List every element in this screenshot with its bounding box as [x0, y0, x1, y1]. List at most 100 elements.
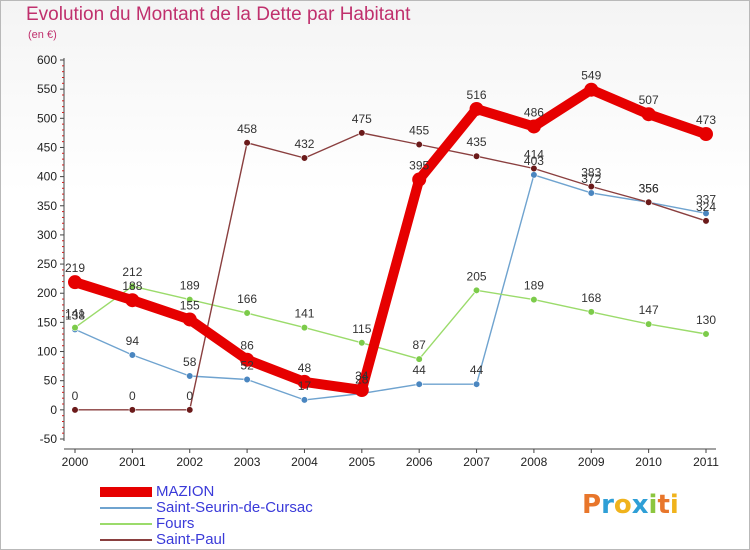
- data-label-fours: 87: [413, 338, 427, 352]
- proxiti-logo: Proxiti: [582, 490, 679, 520]
- data-label-saint-seurin-de-cursac: 28: [355, 373, 369, 387]
- data-label-saint-seurin-de-cursac: 44: [413, 363, 427, 377]
- series-line-saint-paul: [74, 132, 707, 411]
- data-label-fours: 141: [294, 307, 314, 321]
- legend-label-saint-paul: Saint-Paul: [156, 531, 226, 548]
- data-label-mazion: 516: [467, 88, 487, 102]
- data-point-fours: [186, 296, 194, 304]
- x-tick-label: 2003: [234, 455, 261, 469]
- series-points: [68, 82, 713, 414]
- data-label-mazion: 473: [696, 113, 716, 127]
- data-point-saint-paul: [358, 129, 366, 137]
- y-tick-label: 350: [37, 199, 57, 213]
- chart-title: Evolution du Montant de la Dette par Hab…: [26, 4, 411, 25]
- data-label-saint-seurin-de-cursac: 403: [524, 154, 544, 168]
- data-point-saint-seurin-de-cursac: [702, 209, 710, 217]
- y-tick-label: 500: [37, 111, 57, 125]
- series-lines: [70, 84, 711, 411]
- y-tick-label: 200: [37, 286, 57, 300]
- x-tick-label: 2009: [578, 455, 605, 469]
- data-point-fours: [645, 320, 653, 328]
- x-tick-label: 2005: [348, 455, 375, 469]
- x-tick-label: 2008: [521, 455, 548, 469]
- data-label-saint-seurin-de-cursac: 356: [639, 181, 659, 195]
- data-point-saint-seurin-de-cursac: [300, 396, 309, 404]
- data-point-fours: [702, 330, 710, 338]
- data-label-mazion: 188: [122, 279, 142, 293]
- data-point-saint-seurin-de-cursac: [530, 171, 538, 179]
- x-tick-label: 2004: [291, 455, 318, 469]
- series-line-mazion: [70, 84, 711, 395]
- data-point-saint-paul: [702, 217, 710, 225]
- data-point-mazion: [297, 374, 312, 389]
- data-label-fours: 189: [180, 279, 200, 293]
- data-point-fours: [358, 339, 366, 347]
- data-label-saint-seurin-de-cursac: 138: [65, 308, 85, 322]
- data-label-saint-paul: 455: [409, 124, 429, 138]
- data-point-saint-seurin-de-cursac: [587, 189, 595, 197]
- data-label-saint-paul: 0: [72, 389, 79, 403]
- data-label-saint-paul: 383: [581, 166, 601, 180]
- data-label-saint-paul: 458: [237, 122, 257, 136]
- data-point-mazion: [125, 293, 140, 308]
- data-point-mazion: [526, 119, 541, 134]
- data-point-mazion: [68, 275, 82, 290]
- data-label-saint-paul: 475: [352, 112, 372, 126]
- data-label-mazion: 34: [355, 369, 369, 383]
- data-label-mazion: 86: [240, 339, 254, 353]
- data-point-fours: [128, 282, 136, 290]
- data-label-fours: 147: [639, 303, 659, 317]
- data-point-fours: [71, 324, 79, 332]
- data-point-saint-seurin-de-cursac: [472, 380, 481, 388]
- data-label-mazion: 48: [298, 361, 312, 375]
- y-tick-label: 400: [37, 170, 57, 184]
- data-point-saint-seurin-de-cursac: [243, 375, 251, 384]
- legend-swatch-saint-paul: [100, 539, 152, 541]
- chart-unit: (en €): [28, 29, 57, 41]
- data-point-mazion: [584, 82, 599, 97]
- legend-item-saint-paul: Saint-Paul: [100, 532, 360, 548]
- data-label-mazion: 395: [409, 159, 429, 173]
- data-label-fours: 166: [237, 292, 257, 306]
- data-label-saint-seurin-de-cursac: 52: [240, 359, 254, 373]
- data-label-fours: 189: [524, 279, 544, 293]
- legend-swatch-saint-seurin-de-cursac: [100, 507, 152, 509]
- data-label-saint-seurin-de-cursac: 44: [470, 363, 484, 377]
- legend-item-saint-seurin-de-cursac: Saint-Seurin-de-Cursac: [100, 500, 360, 516]
- data-point-saint-paul: [186, 406, 194, 414]
- logo-letter: r: [601, 490, 614, 520]
- data-label-fours: 130: [696, 313, 716, 327]
- data-point-mazion: [240, 352, 255, 367]
- data-point-mazion: [412, 172, 427, 187]
- logo-letter: o: [613, 490, 632, 520]
- legend-item-fours: Fours: [100, 516, 360, 532]
- data-point-fours: [243, 309, 251, 317]
- legend-swatch-fours: [100, 523, 152, 525]
- data-point-saint-paul: [71, 406, 79, 414]
- data-point-saint-seurin-de-cursac: [186, 372, 194, 380]
- data-label-saint-paul: 0: [186, 389, 193, 403]
- legend-swatch-mazion: [100, 487, 152, 497]
- series-labels: 138 94 58 52 17 28 44 44 403 372 356 337 141 212 189 16…: [65, 69, 716, 403]
- data-label-saint-paul: 0: [129, 389, 136, 403]
- data-point-mazion: [182, 312, 197, 327]
- logo-letter: t: [657, 490, 670, 520]
- data-label-saint-paul: 414: [524, 147, 544, 161]
- x-tick-label: 2006: [406, 455, 433, 469]
- legend-label-fours: Fours: [156, 515, 195, 532]
- x-tick-label: 2011: [693, 455, 719, 469]
- x-tick-label: 2010: [635, 455, 662, 469]
- data-label-mazion: 155: [180, 298, 200, 312]
- data-point-mazion: [699, 127, 713, 142]
- data-label-mazion: 507: [639, 93, 659, 107]
- data-point-saint-paul: [300, 154, 309, 162]
- series-line-saint-seurin-de-cursac: [74, 174, 707, 401]
- data-label-mazion: 549: [581, 69, 601, 83]
- data-point-mazion: [469, 101, 484, 116]
- y-tick-label: 0: [50, 403, 57, 417]
- data-label-saint-seurin-de-cursac: 94: [126, 334, 140, 348]
- legend-label-mazion: MAZION: [156, 483, 215, 500]
- data-point-saint-paul: [472, 152, 481, 160]
- data-point-fours: [415, 355, 423, 363]
